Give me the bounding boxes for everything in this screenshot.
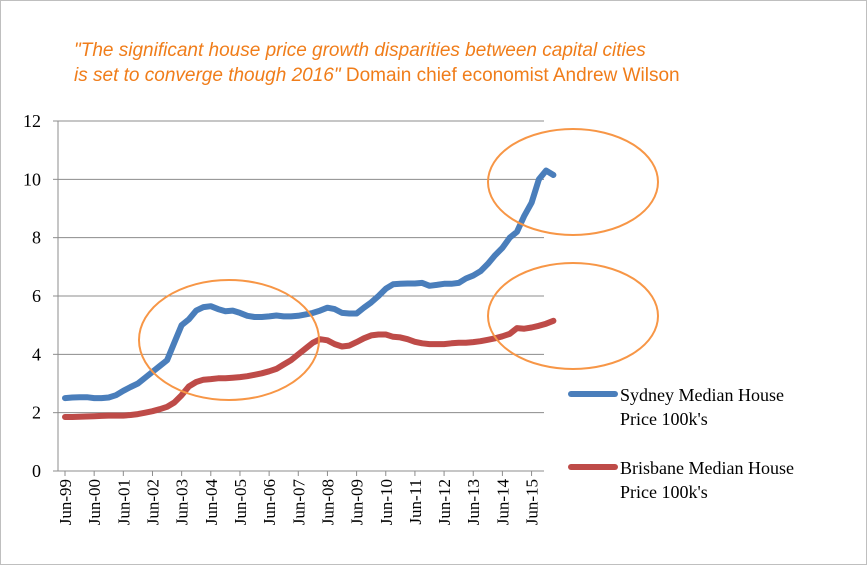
x-tick-label: Jun-09 bbox=[348, 479, 367, 525]
legend-label: Brisbane Median House bbox=[620, 458, 794, 478]
title-quote-line2: is set to converge though 2016" bbox=[74, 65, 341, 86]
y-tick-label: 12 bbox=[23, 111, 41, 131]
title-attribution: Domain chief economist Andrew Wilson bbox=[345, 65, 680, 86]
sydney-series-line bbox=[62, 167, 557, 402]
x-tick-label: Jun-13 bbox=[464, 479, 483, 525]
gridlines bbox=[58, 120, 544, 414]
x-tick-label: Jun-07 bbox=[289, 479, 308, 526]
x-tick-label: Jun-10 bbox=[377, 479, 396, 525]
y-tick-label: 6 bbox=[32, 286, 41, 306]
y-tick-label: 2 bbox=[32, 403, 41, 423]
x-tick-label: Jun-01 bbox=[114, 479, 133, 525]
series-lines bbox=[62, 167, 557, 420]
axes bbox=[53, 120, 544, 476]
x-tick-label: Jun-03 bbox=[173, 479, 192, 525]
x-tick-label: Jun-08 bbox=[318, 479, 337, 525]
chart-title: "The significant house price growth disp… bbox=[74, 38, 834, 88]
x-tick-label: Jun-04 bbox=[202, 479, 221, 526]
x-tick-label: Jun-15 bbox=[523, 479, 542, 525]
brisbane-series-line bbox=[62, 317, 557, 420]
x-tick-label: Jun-05 bbox=[231, 479, 250, 525]
x-tick-label: Jun-14 bbox=[493, 479, 512, 526]
x-tick-label: Jun-00 bbox=[85, 479, 104, 525]
highlight-ellipse-2003-2007 bbox=[138, 279, 320, 401]
title-quote-line1: "The significant house price growth disp… bbox=[74, 40, 646, 61]
y-tick-label: 8 bbox=[32, 228, 41, 248]
highlight-ellipse-sydney-2015 bbox=[487, 128, 659, 236]
x-tick-label: Jun-11 bbox=[406, 479, 425, 525]
y-tick-label: 4 bbox=[32, 344, 41, 364]
y-tick-label: 10 bbox=[23, 169, 41, 189]
x-tick-label: Jun-12 bbox=[435, 479, 454, 525]
highlight-ellipses bbox=[138, 128, 659, 401]
x-tick-label: Jun-02 bbox=[143, 479, 162, 525]
y-axis-ticks: 0 2 4 6 8 10 12 bbox=[23, 111, 41, 481]
legend-label: Price 100k's bbox=[620, 409, 708, 429]
legend: Sydney Median House Price 100k's Brisbane … bbox=[568, 385, 794, 502]
x-tick-label: Jun-99 bbox=[56, 479, 75, 525]
legend-label: Sydney Median House bbox=[620, 385, 784, 405]
highlight-ellipse-brisbane-2015 bbox=[487, 262, 659, 370]
x-axis-ticks: Jun-99 Jun-00 Jun-01 Jun-02 Jun-03 Jun-04 Jun-… bbox=[56, 479, 542, 526]
x-tick-label: Jun-06 bbox=[260, 479, 279, 525]
y-tick-label: 0 bbox=[32, 461, 41, 481]
legend-label: Price 100k's bbox=[620, 482, 708, 502]
